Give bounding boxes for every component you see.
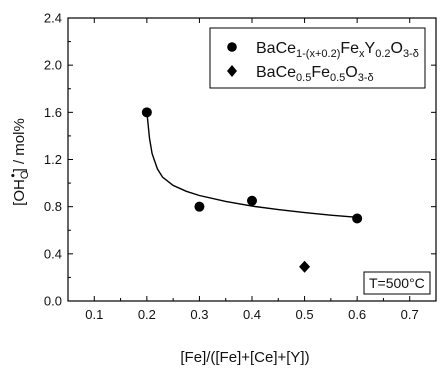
legend-label-part: BaCe (256, 40, 296, 57)
data-point-series-1 (194, 201, 205, 212)
legend-label-part: Fe (340, 40, 359, 57)
legend-label-part: Fe (311, 64, 330, 81)
axis-ticks (67, 17, 437, 302)
y-tick-label: 0.8 (44, 199, 62, 214)
legend-diamond-marker (227, 65, 237, 77)
legend-label-part: 0.5 (296, 72, 311, 84)
legend-label-part: O (345, 64, 357, 81)
legend-label-part: x (359, 48, 365, 60)
y-tick-label: 0.4 (44, 246, 62, 261)
x-tick-label: 0.4 (243, 307, 261, 322)
temperature-annotation: T=500°C (363, 271, 431, 295)
legend-label-part: 1-(x+0.2) (296, 48, 340, 60)
legend-box (209, 27, 426, 89)
legend-label-part: 3-δ (358, 72, 374, 84)
y-axis-title-part: ] / mol% (11, 118, 28, 172)
fit-curve (146, 112, 358, 218)
legend-label-series-2: BaCe0.5Fe0.5O3-δ (256, 64, 374, 84)
legend-label-part: 0.5 (330, 72, 345, 84)
data-points (141, 107, 363, 273)
legend-label-part: BaCe (256, 64, 296, 81)
legend-label-series-1: BaCe1-(x+0.2)FexY0.2O3-δ (256, 40, 419, 60)
y-tick-label: 1.2 (44, 152, 62, 167)
data-point-series-1 (247, 195, 257, 206)
x-axis-title: [Fe]/([Fe]+[Ce]+[Y]) (180, 349, 309, 366)
y-axis-title-part: [OH (11, 179, 28, 206)
y-tick-labels: 0.0 0.4 0.8 1.2 1.6 2.0 2.4 (44, 11, 62, 309)
legend-label-part: 3-δ (403, 48, 419, 60)
data-point-series-1 (352, 213, 363, 224)
y-tick-label: 2.4 (44, 11, 62, 26)
annotation-box (363, 271, 431, 295)
data-point-series-2 (299, 260, 311, 273)
y-tick-label: 2.0 (44, 58, 62, 73)
x-tick-label: 0.5 (296, 307, 314, 322)
y-tick-label: 1.6 (44, 105, 62, 120)
legend-label-part: 0.2 (375, 48, 390, 60)
y-axis-title-part: • (6, 173, 20, 177)
x-tick-label: 0.3 (190, 307, 208, 322)
y-tick-label: 0.0 (44, 294, 62, 309)
data-point-series-1 (141, 107, 152, 118)
x-tick-label: 0.2 (138, 307, 156, 322)
annotation-text: T=500°C (369, 275, 425, 291)
legend-circle-marker (227, 42, 237, 52)
legend: BaCe1-(x+0.2)FexY0.2O3-δ BaCe0.5Fe0.5O3-… (209, 27, 426, 89)
legend-label-part: Y (365, 40, 376, 57)
x-tick-labels: 0.1 0.2 0.3 0.4 0.5 0.6 0.7 (85, 307, 419, 322)
x-tick-label: 0.1 (85, 307, 103, 322)
x-tick-label: 0.7 (401, 307, 419, 322)
legend-label-part: O (391, 40, 403, 57)
y-axis-title: [OHO•] / mol% (6, 118, 31, 206)
y-axis-title-part: O (19, 170, 31, 179)
x-tick-label: 0.6 (348, 307, 366, 322)
